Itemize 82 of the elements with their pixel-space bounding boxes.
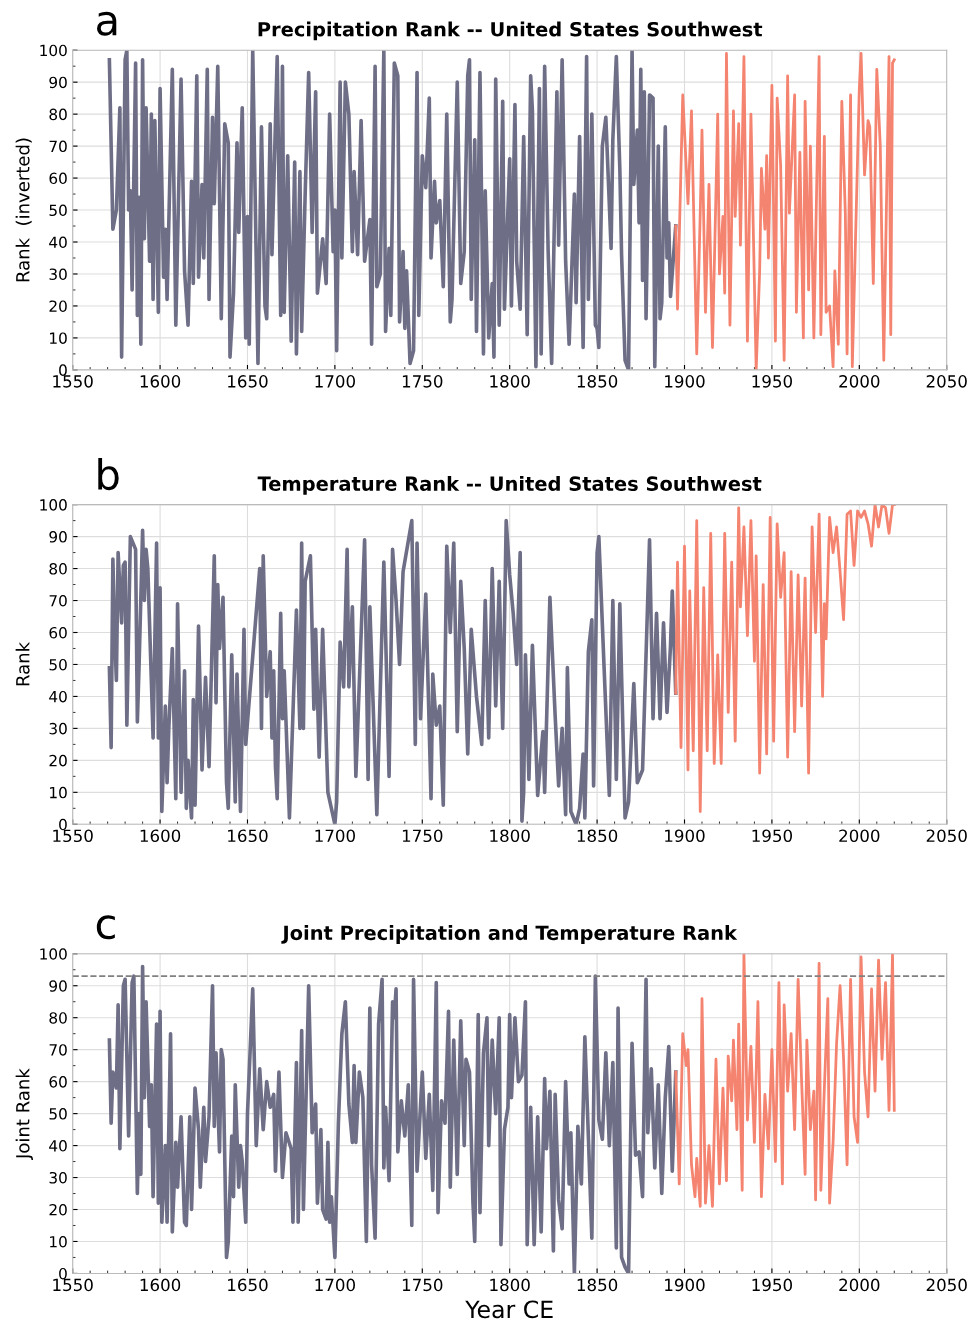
x-tick-label: 1950: [752, 375, 793, 388]
line-series: [107, 964, 678, 1274]
y-tick-label: 30: [49, 722, 67, 735]
x-tick-label: 1700: [315, 375, 355, 388]
x-tick-label: 2000: [839, 375, 880, 388]
y-tick-label: 60: [49, 1076, 67, 1088]
y-tick-label: 90: [49, 980, 67, 992]
line-series: [674, 52, 896, 370]
y-tick-label: 60: [49, 626, 67, 639]
y-tick-label: 50: [49, 658, 67, 671]
x-tick-label: 1750: [402, 829, 443, 843]
text: c: [96, 915, 115, 940]
y-tick-label: 100: [40, 499, 67, 511]
line-series: [107, 518, 678, 825]
x-tick-label: 2000: [839, 1278, 880, 1292]
x-tick-label: 1950: [752, 829, 793, 843]
x-tick-label: 2050: [926, 375, 967, 388]
x-tick-label: 1850: [577, 1278, 618, 1292]
y-tick-label: 40: [49, 236, 67, 249]
x-tick-label: 1700: [315, 829, 355, 843]
x-tick-label: 1600: [140, 375, 181, 388]
y-tick-label: 30: [49, 1172, 67, 1184]
x-tick-label: 1650: [228, 1278, 268, 1292]
chart-title: Precipitation Rank -- United States Southwest: [258, 21, 763, 41]
y-tick-label: 90: [49, 76, 67, 89]
y-axis-title: Rank: [15, 641, 30, 686]
x-tick-label: 1550: [53, 829, 93, 843]
y-axis-title: Rank (inverted): [15, 138, 32, 282]
y-tick-label: 20: [49, 754, 67, 767]
x-tick-label: 1750: [402, 375, 443, 388]
y-tick-label: 10: [50, 332, 67, 344]
x-tick-label: 1550: [53, 1278, 93, 1292]
y-tick-label: 70: [49, 594, 67, 607]
y-tick-label: 40: [49, 1140, 67, 1152]
x-tick-label: 1900: [665, 829, 705, 843]
y-tick-label: 0: [59, 1267, 67, 1280]
line-series: [674, 504, 896, 813]
y-tick-label: 0: [59, 364, 67, 376]
x-tick-label: 1850: [577, 829, 618, 843]
y-tick-label: 30: [49, 268, 67, 280]
y-tick-label: 50: [49, 204, 67, 217]
y-tick-label: 40: [49, 690, 67, 703]
x-tick-label: 1650: [228, 829, 268, 843]
x-tick-label: 1600: [140, 1278, 181, 1292]
x-tick-label: 1900: [665, 1278, 705, 1292]
x-tick-label: 1700: [315, 1278, 355, 1292]
x-tick-label: 1800: [490, 375, 530, 388]
y-tick-label: 10: [50, 1235, 67, 1248]
y-tick-label: 100: [40, 44, 67, 57]
y-tick-label: 80: [49, 563, 67, 575]
x-tick-label: 2050: [926, 1278, 967, 1292]
y-tick-label: 60: [49, 172, 67, 185]
x-axis-title: Year CE: [465, 1300, 553, 1319]
x-tick-label: 1650: [228, 375, 268, 388]
y-tick-label: 10: [50, 786, 67, 799]
x-tick-label: 1750: [402, 1278, 443, 1292]
text: b: [98, 457, 119, 491]
x-tick-label: 1550: [53, 375, 93, 388]
line-series: [107, 50, 678, 370]
x-tick-label: 1800: [490, 1278, 530, 1292]
y-tick-label: 80: [49, 1012, 67, 1024]
y-tick-label: 20: [49, 300, 67, 312]
y-tick-label: 50: [49, 1108, 67, 1120]
y-tick-label: 100: [40, 948, 67, 960]
x-tick-label: 2000: [839, 829, 880, 843]
y-tick-label: 0: [59, 818, 67, 831]
x-tick-label: 1900: [665, 375, 705, 388]
y-tick-label: 90: [49, 531, 67, 543]
y-tick-label: 20: [49, 1203, 67, 1216]
text: a: [97, 11, 117, 36]
x-tick-label: 2050: [926, 829, 967, 843]
y-tick-label: 80: [49, 108, 67, 121]
y-tick-label: 70: [49, 1044, 67, 1056]
x-tick-label: 1800: [490, 829, 530, 843]
x-tick-label: 1600: [140, 829, 181, 843]
chart-title: Temperature Rank -- United States Southwest: [257, 475, 762, 495]
y-tick-label: 70: [49, 140, 67, 153]
chart-title: Joint Precipitation and Temperature Rank: [281, 925, 738, 944]
line-series: [674, 953, 896, 1208]
x-tick-label: 1850: [577, 375, 618, 388]
y-axis-title: Joint Rank: [15, 1068, 33, 1160]
x-tick-label: 1950: [752, 1278, 793, 1292]
